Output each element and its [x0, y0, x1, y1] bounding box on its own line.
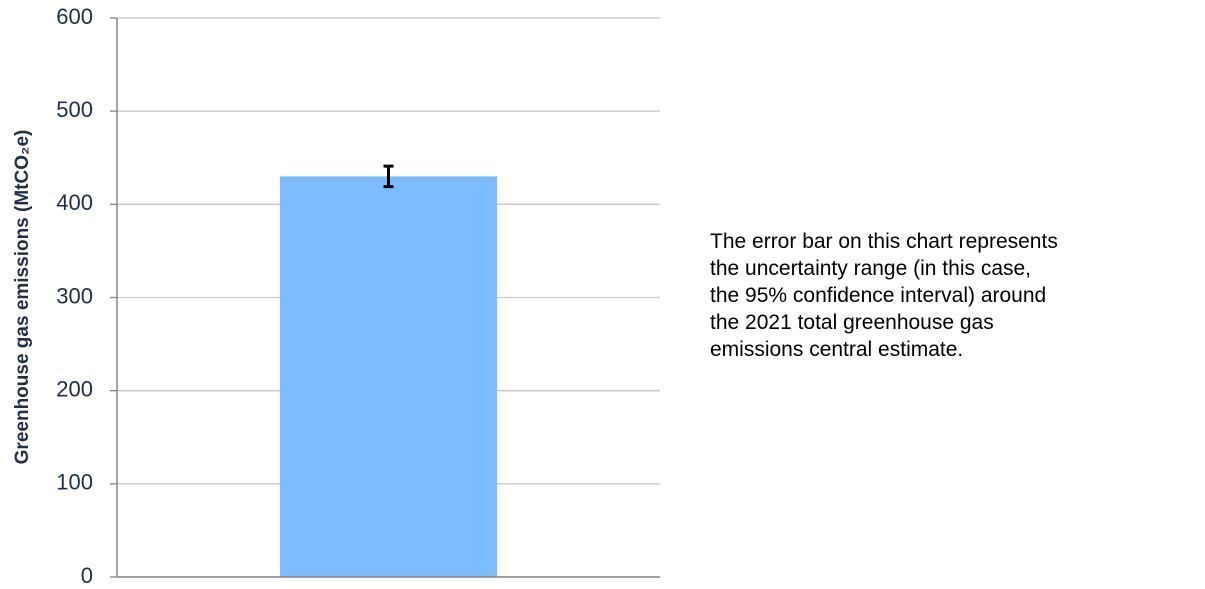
- annotation-line: the 95% confidence interval) around: [710, 284, 1047, 307]
- chart: Greenhouse gas emissions (MtCO₂e) 0 100 20…: [12, 4, 660, 588]
- y-axis-label: Greenhouse gas emissions (MtCO₂e): [12, 130, 33, 465]
- annotation-line: The error bar on this chart represents: [710, 230, 1058, 253]
- y-tick-label: 500: [56, 97, 93, 122]
- y-tick-label: 0: [81, 563, 93, 588]
- bar: [279, 176, 498, 577]
- annotation-line: emissions central estimate.: [710, 338, 964, 361]
- annotation-line: the 2021 total greenhouse gas: [710, 311, 994, 334]
- y-tick-label: 400: [56, 190, 93, 215]
- annotation-line: the uncertainty range (in this case,: [710, 257, 1032, 280]
- y-tick-label: 600: [56, 4, 93, 29]
- annotation: The error bar on this chart represents th…: [710, 228, 1058, 363]
- y-tick-label: 300: [56, 283, 93, 308]
- y-tick-label: 200: [56, 376, 93, 401]
- y-tick-label: 100: [56, 470, 93, 495]
